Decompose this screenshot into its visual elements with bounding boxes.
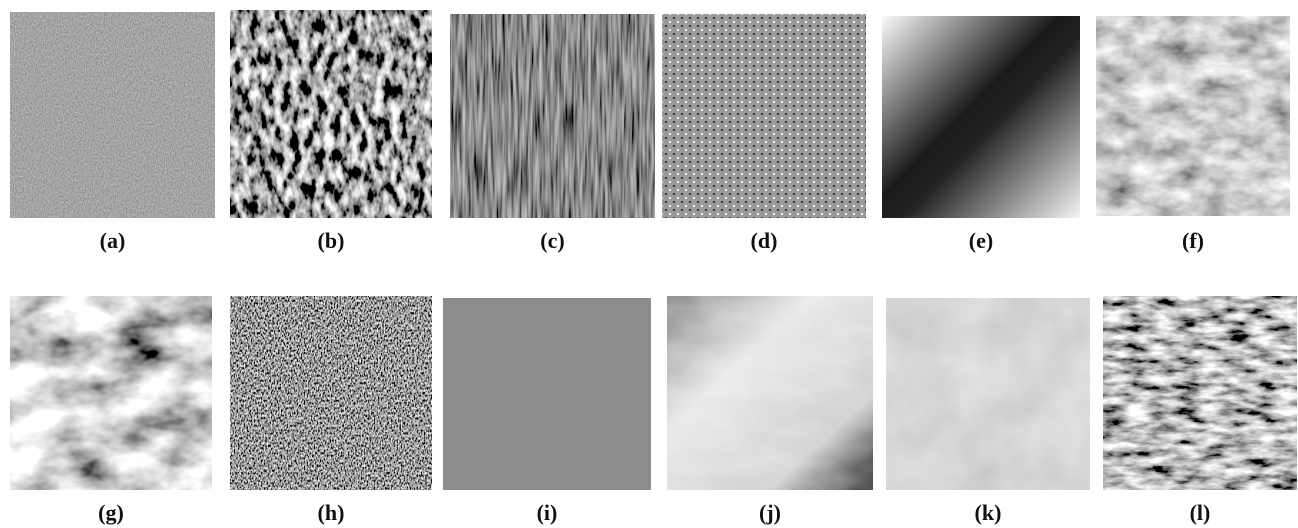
texture-image <box>882 16 1080 218</box>
panel-label: (a) <box>100 228 126 253</box>
panel-label: (g) <box>98 500 124 525</box>
panel-label: (k) <box>975 500 1002 525</box>
texture-image <box>450 14 655 218</box>
panel-label: (f) <box>1182 228 1204 253</box>
panel: (j) <box>667 296 873 525</box>
panel: (g) <box>10 296 212 525</box>
panel-label: (c) <box>540 228 564 253</box>
texture-image <box>10 296 212 490</box>
panel-label: (e) <box>969 228 993 253</box>
panel-label: (i) <box>537 500 558 525</box>
panel-label: (l) <box>1190 500 1211 525</box>
panel: (l) <box>1103 296 1297 525</box>
panel: (c) <box>450 14 655 253</box>
texture-image <box>667 296 873 490</box>
panel: (d) <box>662 14 866 253</box>
panel: (i) <box>443 298 651 525</box>
panel-label: (d) <box>751 228 778 253</box>
texture-image <box>230 296 432 490</box>
figure: (a) (b) (c) (d) (e) (f) (g) (h) (i) (j) (k) (l) <box>0 0 1298 528</box>
panel: (b) <box>230 10 432 253</box>
panel: (e) <box>882 16 1080 253</box>
panel-label: (b) <box>318 228 345 253</box>
texture-image <box>886 298 1090 490</box>
texture-image <box>230 10 432 218</box>
panel: (a) <box>10 12 215 253</box>
texture-image <box>10 12 215 218</box>
texture-image <box>443 298 651 490</box>
panel-label: (h) <box>318 500 345 525</box>
panel: (f) <box>1096 16 1290 253</box>
panel: (h) <box>230 296 432 525</box>
texture-image <box>1096 16 1290 216</box>
panel-label: (j) <box>759 500 781 525</box>
panel: (k) <box>886 298 1090 525</box>
texture-image <box>662 14 866 218</box>
texture-image <box>1103 296 1297 490</box>
